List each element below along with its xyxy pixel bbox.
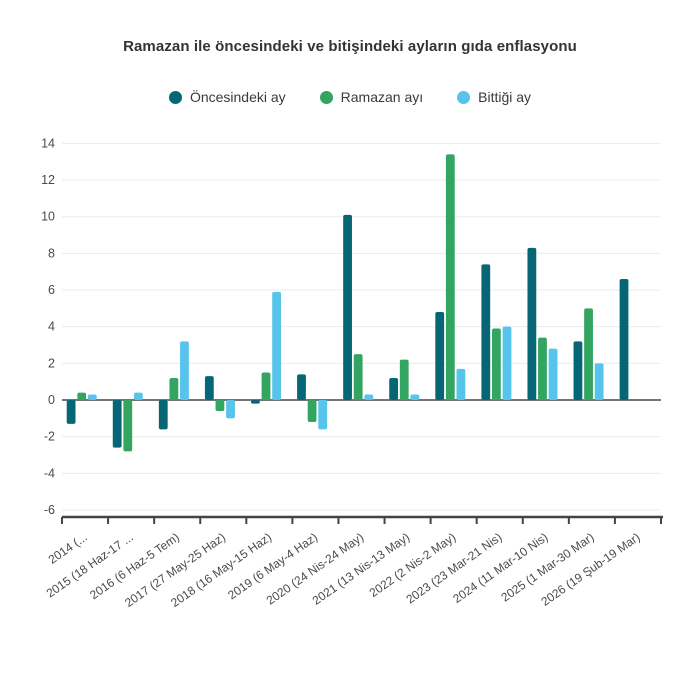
legend-marker-ramazan-ayi-icon [319,90,333,104]
chart-title: Ramazan ile öncesindeki ve bitişindeki a… [123,38,577,55]
bar-ramazan-ayi-2018 [261,372,271,400]
legend: Öncesindeki ay Ramazan ayı Bittiği ay [0,89,700,105]
bar-bittigi-ay-2016 [180,341,189,400]
legend-label-oncesindeki-ay: Öncesindeki ay [189,89,286,105]
legend-marker-bittigi-ay-icon [457,90,471,104]
bar-ramazan-ayi-2024 [538,337,547,400]
y-axis-tick-label: -4 [44,466,55,480]
bar-oncesindeki-ay-2023 [481,264,491,400]
bar-oncesindeki-ay-2017 [204,376,214,400]
bar-bittigi-ay-2018 [272,291,282,400]
legend-label-bittigi-ay: Bittiği ay [478,89,532,105]
y-axis-tick-label: 6 [48,283,55,297]
bar-ramazan-ayi-2016 [169,378,179,400]
bar-ramazan-ayi-2017 [215,400,225,411]
bar-ramazan-ayi-2021 [399,359,409,400]
bar-bittigi-ay-2022 [456,368,466,400]
bar-bittigi-ay-2014 [87,394,97,400]
legend-label-ramazan-ayi: Ramazan ayı [340,89,424,105]
bar-bittigi-ay-2019 [318,400,328,430]
bar-bittigi-ay-2025 [594,363,604,400]
bar-oncesindeki-ay-2021 [389,378,399,400]
bar-ramazan-ayi-2015 [123,400,133,452]
bar-oncesindeki-ay-2014 [66,400,76,424]
y-axis-tick-label: 14 [41,136,55,150]
bar-bittigi-ay-2021 [410,394,420,400]
y-axis-tick-label: 0 [48,393,55,407]
bar-bittigi-ay-2023 [502,326,512,400]
bar-bittigi-ay-2020 [364,394,374,400]
y-axis-tick-label: -2 [44,430,55,444]
bar-oncesindeki-ay-2026 [619,279,629,400]
y-axis-tick-label: 2 [48,356,55,370]
bar-bittigi-ay-2024 [548,348,558,400]
bar-ramazan-ayi-2022 [445,154,455,400]
bar-oncesindeki-ay-2018 [251,400,260,404]
legend-item-oncesindeki-ay[interactable]: Öncesindeki ay [168,89,286,105]
bar-ramazan-ayi-2025 [584,308,593,400]
bar-ramazan-ayi-2014 [77,392,87,400]
bar-oncesindeki-ay-2024 [527,247,537,400]
bar-oncesindeki-ay-2020 [343,214,352,400]
bar-oncesindeki-ay-2015 [112,400,122,448]
y-axis-tick-label: -6 [44,503,55,517]
bar-ramazan-ayi-2023 [491,328,501,400]
bar-ramazan-ayi-2020 [353,354,363,400]
bar-oncesindeki-ay-2025 [573,341,583,400]
y-axis-tick-label: 12 [41,173,55,187]
bar-oncesindeki-ay-2022 [435,312,445,400]
legend-marker-oncesindeki-ay-icon [168,90,182,104]
y-axis-tick-label: 10 [41,210,55,224]
y-axis-tick-label: 8 [48,246,55,260]
bar-oncesindeki-ay-2019 [297,374,306,400]
legend-item-ramazan-ayi[interactable]: Ramazan ayı [319,89,424,105]
bar-ramazan-ayi-2019 [307,400,317,422]
bar-oncesindeki-ay-2016 [158,400,168,430]
legend-item-bittigi-ay[interactable]: Bittiği ay [457,89,531,105]
bar-bittigi-ay-2015 [133,392,143,400]
bar-bittigi-ay-2017 [226,400,235,419]
y-axis-tick-label: 4 [48,320,55,334]
